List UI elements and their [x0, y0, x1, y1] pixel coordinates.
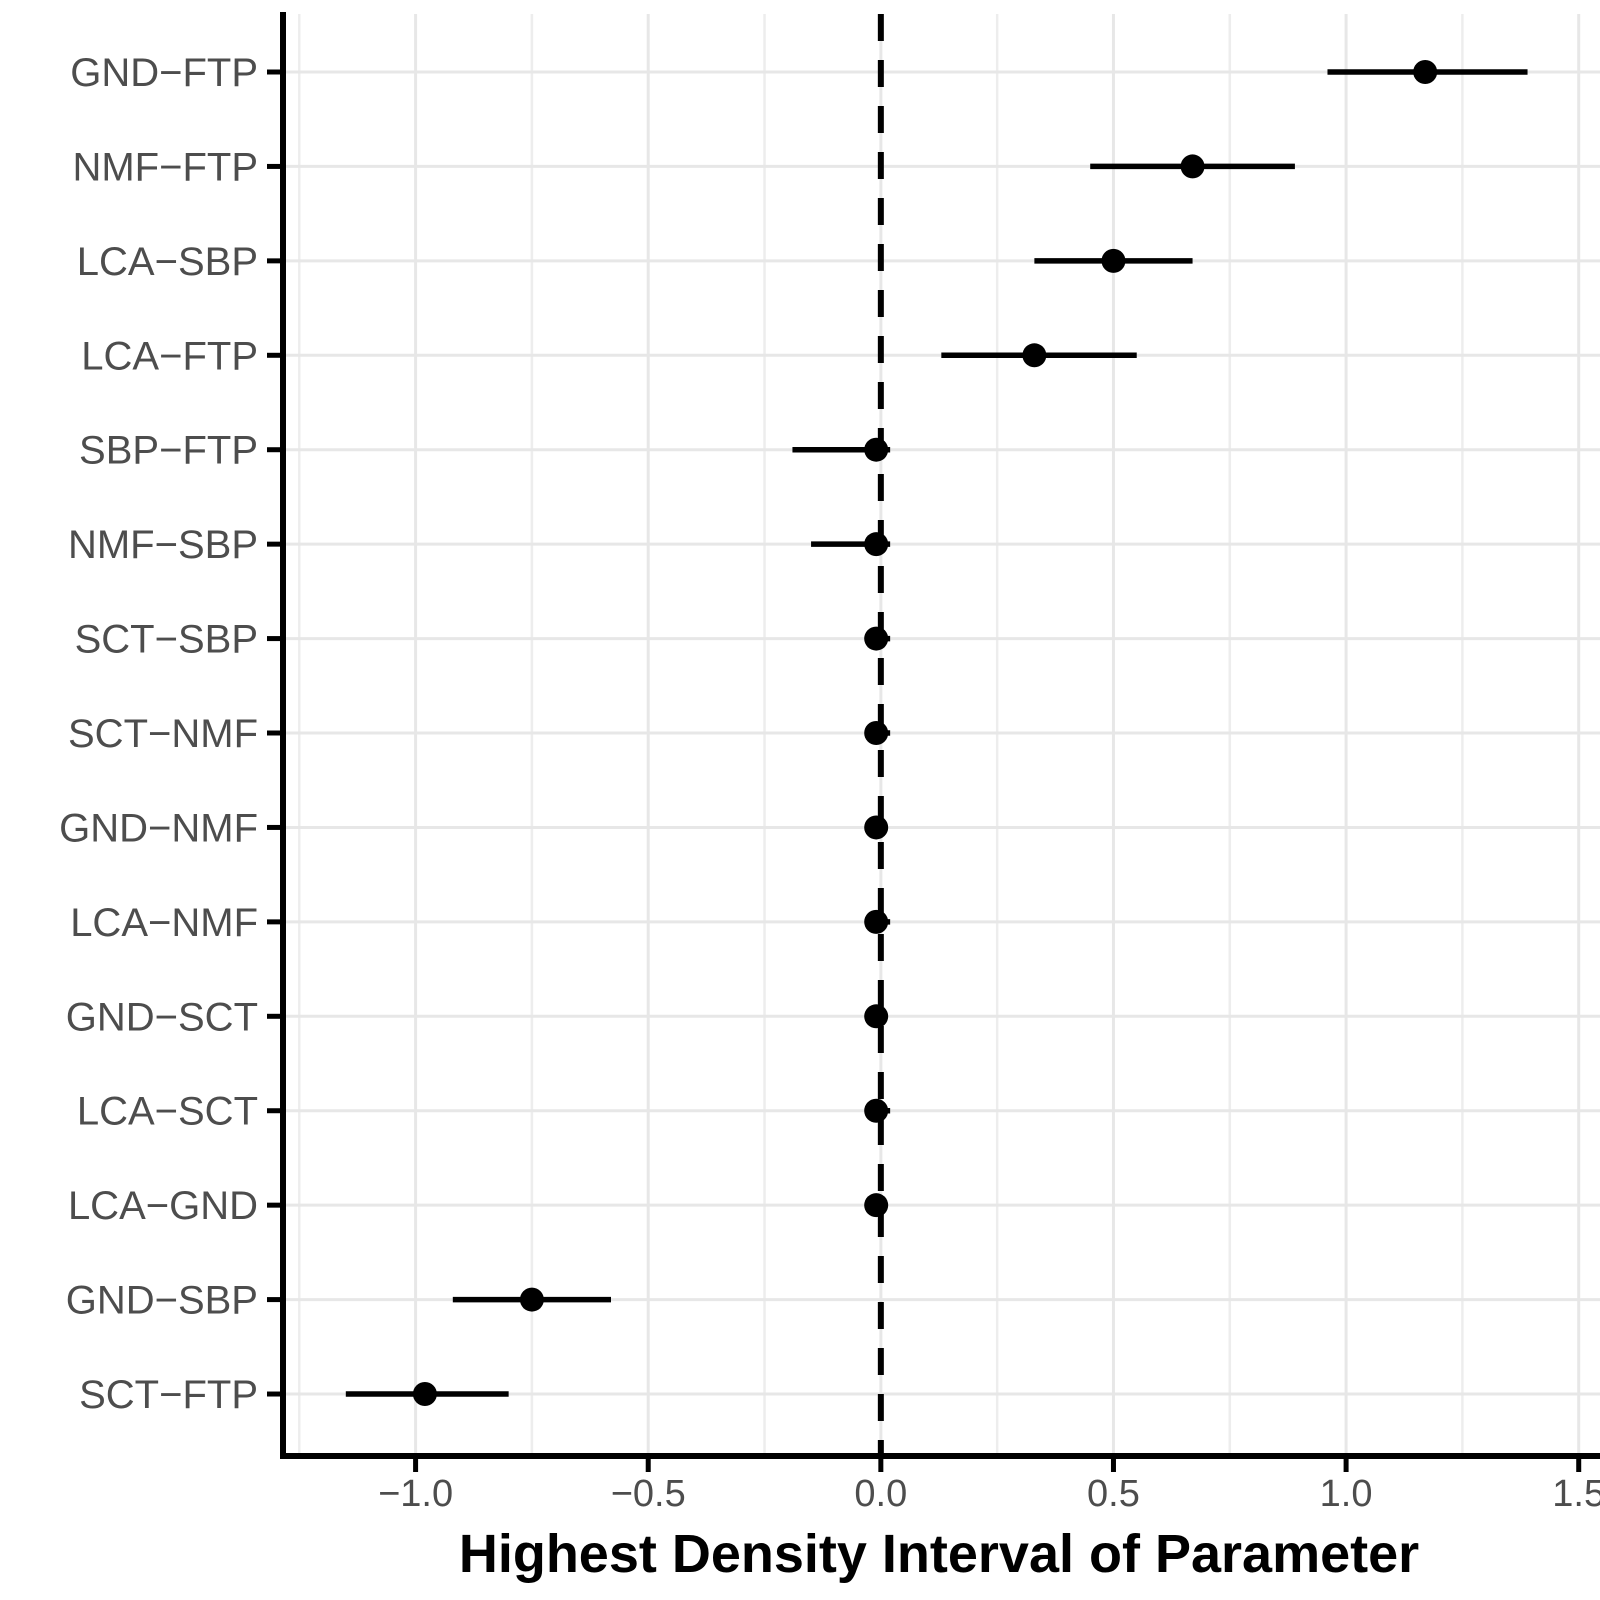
point-estimate-dot — [864, 721, 889, 746]
axis-layer — [267, 12, 1600, 1472]
y-tick-label: LCA−FTP — [81, 334, 258, 378]
y-tick-label: NMF−SBP — [68, 523, 258, 567]
point-estimate-dot — [864, 1193, 889, 1218]
point-estimate-dot — [1101, 248, 1126, 273]
point-estimate-dot — [412, 1382, 437, 1407]
axis-text-layer: −1.0 −0.5 0.0 0.5 1.0 1.5 GND−FTP NMF−FTP LCA−SB… — [59, 51, 1600, 1515]
y-tick-label: GND−SBP — [66, 1279, 258, 1323]
point-estimate-dot — [864, 1098, 889, 1123]
point-estimate-dot — [1022, 343, 1047, 368]
y-tick-label: GND−FTP — [70, 51, 258, 95]
y-tick-label: GND−SCT — [66, 995, 258, 1039]
x-tick-label: 0.0 — [854, 1473, 907, 1515]
point-estimate-dot — [864, 909, 889, 934]
y-tick-label: LCA−SBP — [77, 240, 258, 284]
x-axis-title: Highest Density Interval of Parameter — [459, 1524, 1419, 1584]
y-tick-label: LCA−NMF — [70, 901, 258, 945]
y-tick-label: LCA−GND — [68, 1184, 258, 1228]
point-estimate-dot — [519, 1287, 544, 1312]
x-tick-label: 1.5 — [1552, 1473, 1600, 1515]
panel-grid — [283, 14, 1600, 1453]
y-tick-label: SCT−FTP — [79, 1373, 258, 1417]
x-tick-label: 1.0 — [1320, 1473, 1373, 1515]
point-estimate-dot — [864, 815, 889, 840]
y-tick-label: GND−NMF — [59, 806, 258, 850]
point-estimate-dot — [864, 1004, 889, 1029]
y-tick-label: SBP−FTP — [79, 429, 258, 473]
point-estimate-dot — [864, 626, 889, 651]
point-estimate-dot — [864, 437, 889, 462]
point-estimate-dot — [1180, 154, 1205, 179]
x-tick-label: 0.5 — [1087, 1473, 1140, 1515]
x-tick-label: −0.5 — [611, 1473, 686, 1515]
point-estimate-dot — [1413, 60, 1438, 84]
point-estimate-dot — [864, 532, 889, 557]
y-tick-label: LCA−SCT — [77, 1090, 258, 1134]
y-tick-label: NMF−FTP — [72, 145, 258, 189]
y-tick-label: SCT−SBP — [75, 618, 258, 662]
y-tick-label: SCT−NMF — [68, 712, 258, 756]
x-tick-label: −1.0 — [378, 1473, 453, 1515]
point-layer — [412, 60, 1438, 1407]
